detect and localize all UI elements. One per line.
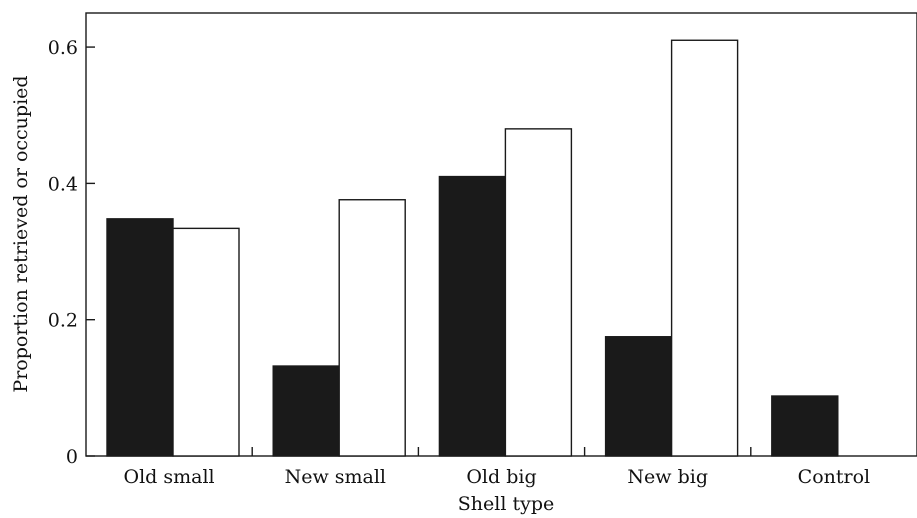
- bar-series-1-old-small: [106, 218, 174, 457]
- x-axis-label: Shell type: [458, 493, 554, 515]
- bar-series-2-old-big: [504, 128, 573, 457]
- bars-layer: [106, 39, 839, 457]
- bar-series-2-old-small: [172, 227, 240, 457]
- bar-series-1-new-big: [604, 336, 673, 457]
- bar-series-1-new-small: [272, 365, 340, 457]
- x-tick-label: New big: [627, 466, 708, 488]
- x-tick-label: Old big: [466, 466, 536, 488]
- y-tick-label: 0.2: [48, 310, 78, 332]
- y-tick-label: 0.4: [48, 173, 78, 195]
- x-tick-label: New small: [285, 466, 386, 488]
- bar-series-1-old-big: [438, 175, 507, 457]
- bar-series-2-new-big: [670, 39, 739, 457]
- bar-series-2-new-small: [338, 199, 406, 457]
- y-tick-label: 0: [66, 446, 78, 468]
- x-axis-ticks: Old small New small Old big New big Control: [124, 447, 870, 488]
- y-axis-ticks: 0 0.2 0.4 0.6: [48, 37, 95, 468]
- y-axis-label: Proportion retrieved or occupied: [10, 75, 32, 392]
- y-tick-label: 0.6: [48, 37, 78, 59]
- x-tick-label: Control: [798, 466, 870, 488]
- bar-series-1-control: [771, 395, 839, 457]
- x-tick-label: Old small: [124, 466, 215, 488]
- plot-area: 0 0.2 0.4 0.6 Old small New small Old big New …: [48, 12, 917, 488]
